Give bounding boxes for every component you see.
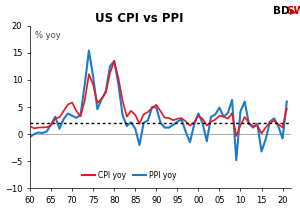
Title: US CPI vs PPI: US CPI vs PPI <box>95 12 184 25</box>
Text: SWISS: SWISS <box>286 6 300 16</box>
Legend: CPI yoy, PPI yoy: CPI yoy, PPI yoy <box>79 168 180 183</box>
Text: ►: ► <box>290 6 297 16</box>
Text: % yoy: % yoy <box>35 31 61 40</box>
Text: BD: BD <box>273 6 290 16</box>
